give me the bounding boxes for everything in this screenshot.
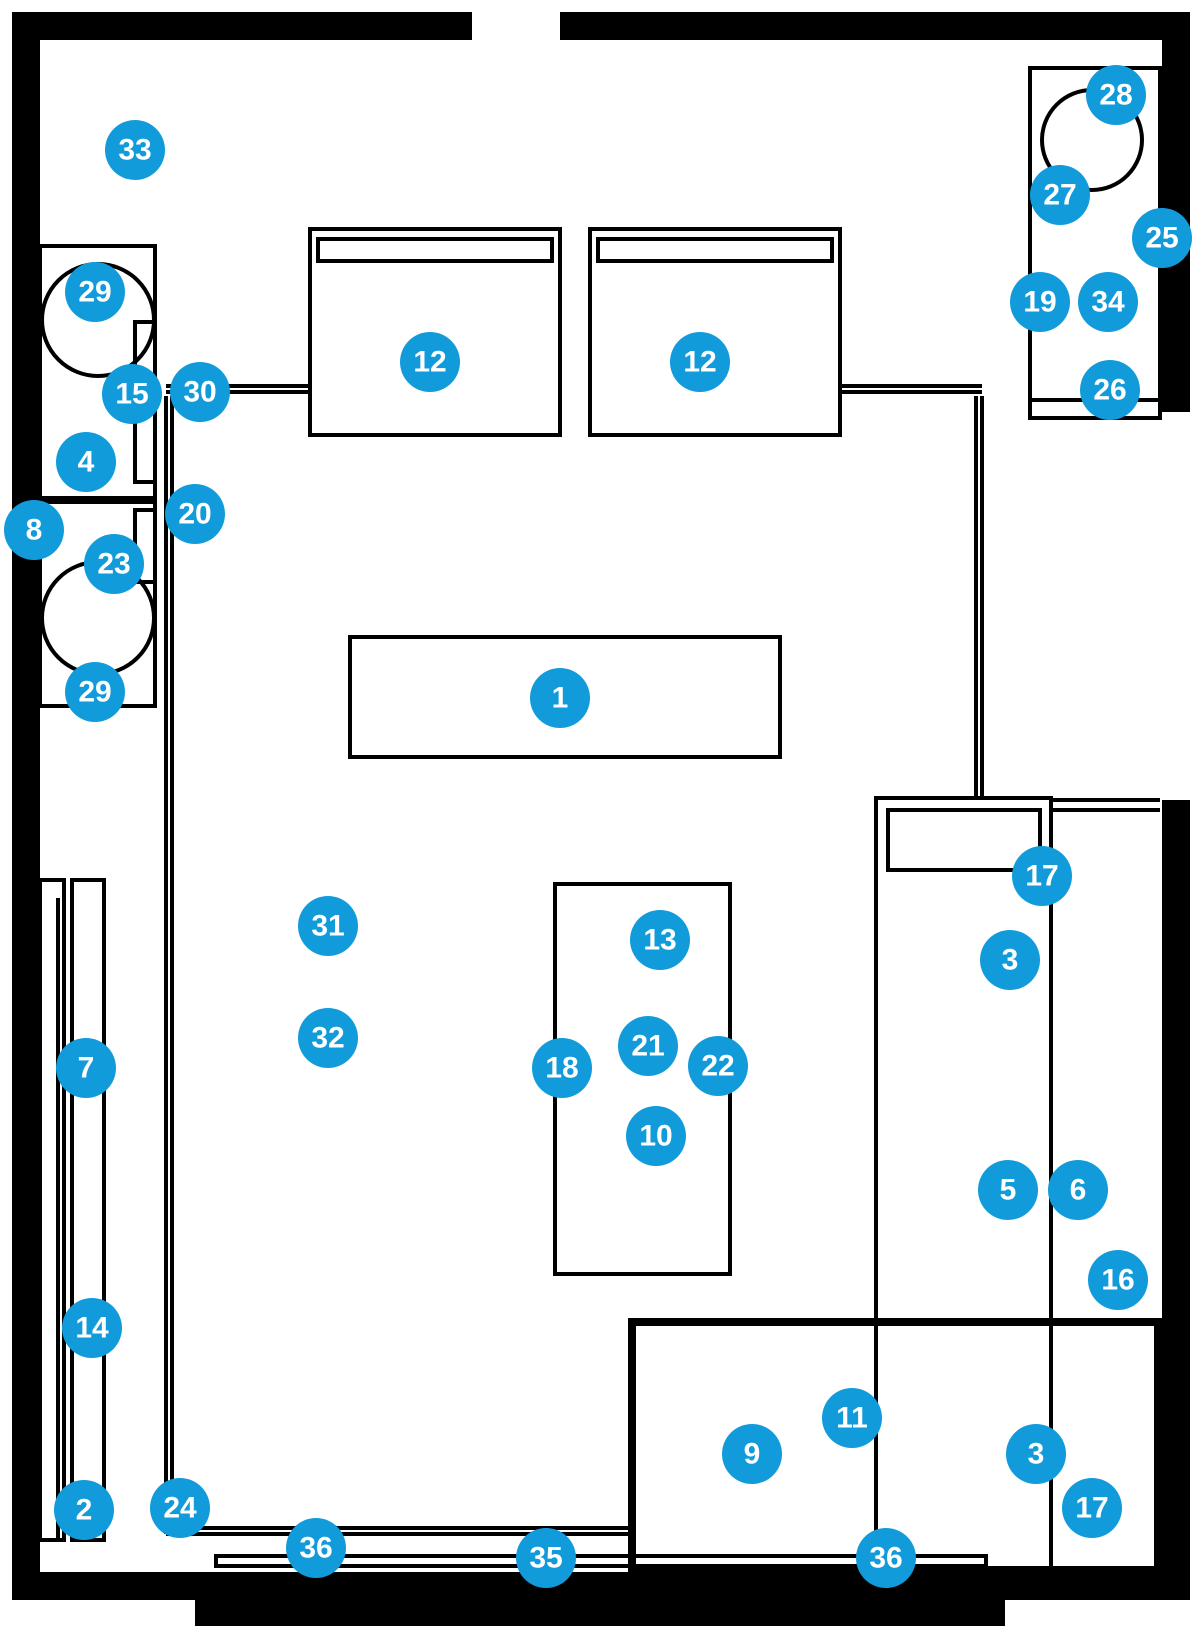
- marker-4: 4: [56, 432, 116, 492]
- marker-label: 17: [1025, 860, 1058, 893]
- marker-36: 36: [286, 1518, 346, 1578]
- marker-18: 18: [532, 1038, 592, 1098]
- marker-label: 26: [1093, 374, 1126, 407]
- marker-label: 29: [78, 276, 111, 309]
- wall-segment: [12, 12, 40, 1600]
- marker-label: 4: [78, 446, 95, 479]
- marker-label: 32: [311, 1022, 344, 1055]
- marker-label: 6: [1070, 1174, 1087, 1207]
- wall-segment: [12, 12, 472, 40]
- marker-label: 17: [1075, 1492, 1108, 1525]
- marker-label: 2: [76, 1494, 93, 1527]
- marker-label: 35: [529, 1542, 562, 1575]
- marker-10: 10: [626, 1106, 686, 1166]
- marker-label: 15: [115, 378, 148, 411]
- marker-label: 20: [178, 498, 211, 531]
- marker-22: 22: [688, 1036, 748, 1096]
- marker-7: 7: [56, 1038, 116, 1098]
- marker-17: 17: [1012, 846, 1072, 906]
- marker-label: 28: [1099, 79, 1132, 112]
- marker-14: 14: [62, 1298, 122, 1358]
- marker-12: 12: [400, 332, 460, 392]
- marker-15: 15: [102, 364, 162, 424]
- marker-13: 13: [630, 910, 690, 970]
- marker-label: 27: [1043, 179, 1076, 212]
- marker-29: 29: [65, 662, 125, 722]
- marker-label: 5: [1000, 1174, 1017, 1207]
- marker-12: 12: [670, 332, 730, 392]
- marker-16: 16: [1088, 1250, 1148, 1310]
- floor-plan-diagram: 3328272519342629153048202329121213132131…: [0, 0, 1200, 1638]
- marker-36: 36: [856, 1528, 916, 1588]
- marker-28: 28: [1086, 65, 1146, 125]
- marker-label: 9: [744, 1438, 761, 1471]
- marker-19: 19: [1010, 272, 1070, 332]
- marker-label: 36: [299, 1532, 332, 1565]
- marker-label: 36: [869, 1542, 902, 1575]
- marker-25: 25: [1132, 208, 1192, 268]
- marker-label: 31: [311, 910, 344, 943]
- marker-label: 1: [552, 682, 569, 715]
- marker-label: 23: [97, 548, 130, 581]
- marker-label: 19: [1023, 286, 1056, 319]
- marker-label: 8: [26, 514, 43, 547]
- marker-8: 8: [4, 500, 64, 560]
- marker-9: 9: [722, 1424, 782, 1484]
- marker-5: 5: [978, 1160, 1038, 1220]
- marker-label: 12: [683, 346, 716, 379]
- marker-label: 30: [183, 376, 216, 409]
- marker-24: 24: [150, 1478, 210, 1538]
- marker-label: 3: [1028, 1438, 1045, 1471]
- marker-label: 21: [631, 1030, 664, 1063]
- marker-label: 14: [75, 1312, 109, 1345]
- marker-23: 23: [84, 534, 144, 594]
- marker-label: 33: [118, 134, 151, 167]
- marker-label: 10: [639, 1120, 672, 1153]
- marker-label: 18: [545, 1052, 578, 1085]
- marker-6: 6: [1048, 1160, 1108, 1220]
- marker-34: 34: [1078, 272, 1138, 332]
- wall-segment: [195, 1598, 1005, 1626]
- marker-label: 22: [701, 1050, 734, 1083]
- marker-label: 34: [1091, 286, 1125, 319]
- marker-1: 1: [530, 668, 590, 728]
- marker-label: 12: [413, 346, 446, 379]
- marker-32: 32: [298, 1008, 358, 1068]
- marker-label: 29: [78, 676, 111, 709]
- marker-35: 35: [516, 1528, 576, 1588]
- marker-3: 3: [1006, 1424, 1066, 1484]
- marker-label: 25: [1145, 222, 1178, 255]
- wall-segment: [1162, 800, 1190, 1600]
- marker-21: 21: [618, 1016, 678, 1076]
- marker-2: 2: [54, 1480, 114, 1540]
- marker-30: 30: [170, 362, 230, 422]
- marker-label: 3: [1002, 944, 1019, 977]
- marker-31: 31: [298, 896, 358, 956]
- marker-label: 7: [78, 1052, 95, 1085]
- marker-29: 29: [65, 262, 125, 322]
- marker-label: 11: [836, 1402, 868, 1435]
- marker-11: 11: [822, 1388, 882, 1448]
- marker-33: 33: [105, 120, 165, 180]
- marker-27: 27: [1030, 165, 1090, 225]
- marker-20: 20: [165, 484, 225, 544]
- wall-segment: [12, 1572, 1190, 1600]
- marker-17: 17: [1062, 1478, 1122, 1538]
- marker-label: 24: [163, 1492, 197, 1525]
- marker-26: 26: [1080, 360, 1140, 420]
- marker-3: 3: [980, 930, 1040, 990]
- marker-label: 16: [1101, 1264, 1134, 1297]
- wall-segment: [560, 12, 1190, 40]
- marker-label: 13: [643, 924, 676, 957]
